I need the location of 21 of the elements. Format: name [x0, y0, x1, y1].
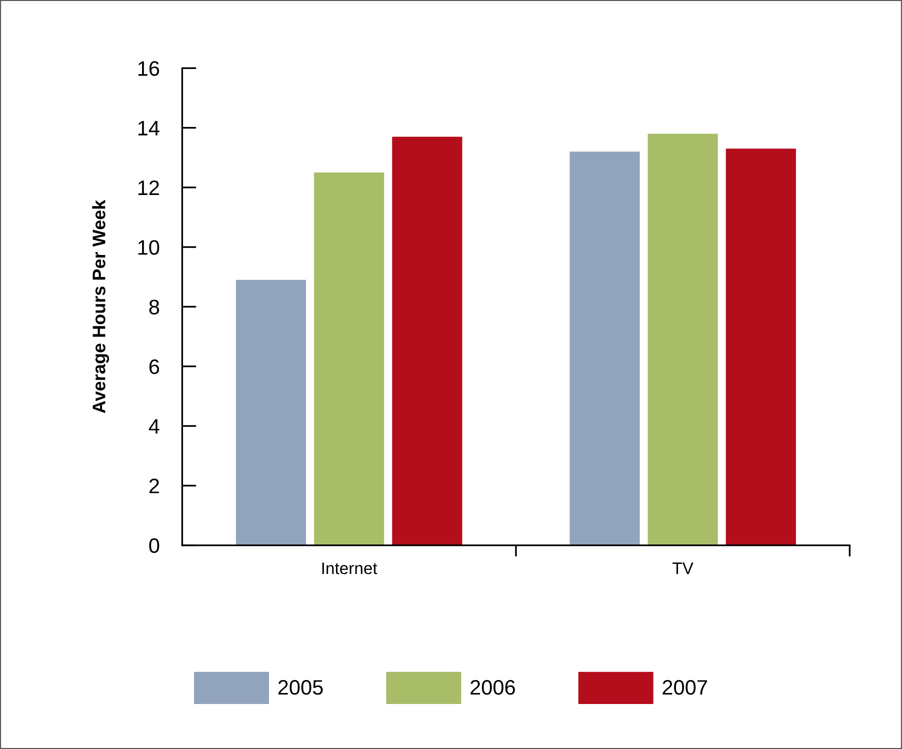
bar — [570, 152, 640, 546]
y-tick-label: 16 — [138, 61, 160, 76]
y-axis-title: Average Hours Per Week — [92, 200, 110, 414]
bar — [648, 134, 718, 546]
bar — [726, 148, 796, 546]
bar — [314, 172, 384, 546]
bar — [392, 136, 462, 546]
bar — [236, 280, 306, 546]
y-tick-label: 14 — [138, 121, 160, 136]
x-tick-label: Internet — [322, 562, 378, 574]
y-tick-label: 4 — [148, 419, 160, 434]
y-tick-label: 0 — [149, 538, 160, 554]
y-tick-label: 12 — [138, 180, 159, 195]
y-tick-label: 8 — [149, 300, 160, 314]
legend-label: 2006 — [470, 680, 515, 695]
legend-label: 2005 — [278, 680, 323, 695]
y-tick-label: 10 — [138, 240, 160, 255]
x-tick-label: TV — [672, 562, 694, 574]
legend-label: 2007 — [662, 680, 707, 695]
y-tick-label: 6 — [149, 359, 160, 374]
y-tick-label: 2 — [149, 478, 159, 494]
